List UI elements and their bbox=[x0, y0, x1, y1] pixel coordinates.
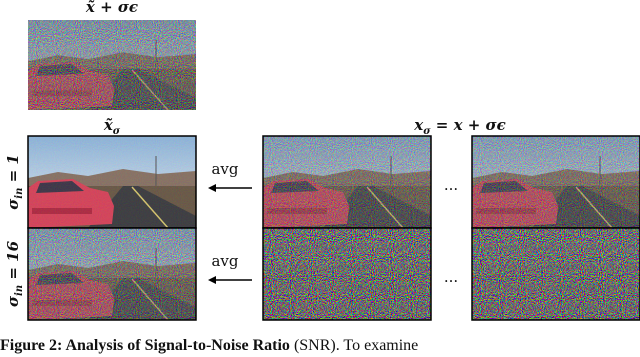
arrow-head bbox=[208, 276, 216, 284]
image-border bbox=[262, 227, 432, 321]
arrow-head bbox=[208, 184, 216, 192]
left-label: x̃σ bbox=[103, 116, 121, 137]
averaged-image bbox=[28, 136, 196, 228]
right-label: xσ = x + σϵ bbox=[413, 116, 506, 137]
noisy-input-image bbox=[28, 20, 196, 110]
noisy-image bbox=[263, 136, 431, 228]
image-border bbox=[27, 227, 197, 321]
top-label: x̃ + σϵ bbox=[85, 0, 138, 16]
image-border bbox=[471, 227, 640, 321]
row-label: σin = 1 bbox=[4, 154, 25, 210]
averaged-image bbox=[28, 228, 196, 320]
ellipsis: ... bbox=[444, 268, 458, 286]
noisy-image bbox=[472, 228, 640, 320]
op-label: avg bbox=[211, 160, 238, 178]
op-label: avg bbox=[211, 252, 238, 270]
ellipsis: ... bbox=[444, 176, 458, 194]
row-label: σin = 16 bbox=[4, 240, 25, 307]
noisy-image bbox=[263, 228, 431, 320]
noisy-image bbox=[472, 136, 640, 228]
caption: Figure 2: Analysis of Signal-to-Noise Ra… bbox=[0, 337, 418, 354]
